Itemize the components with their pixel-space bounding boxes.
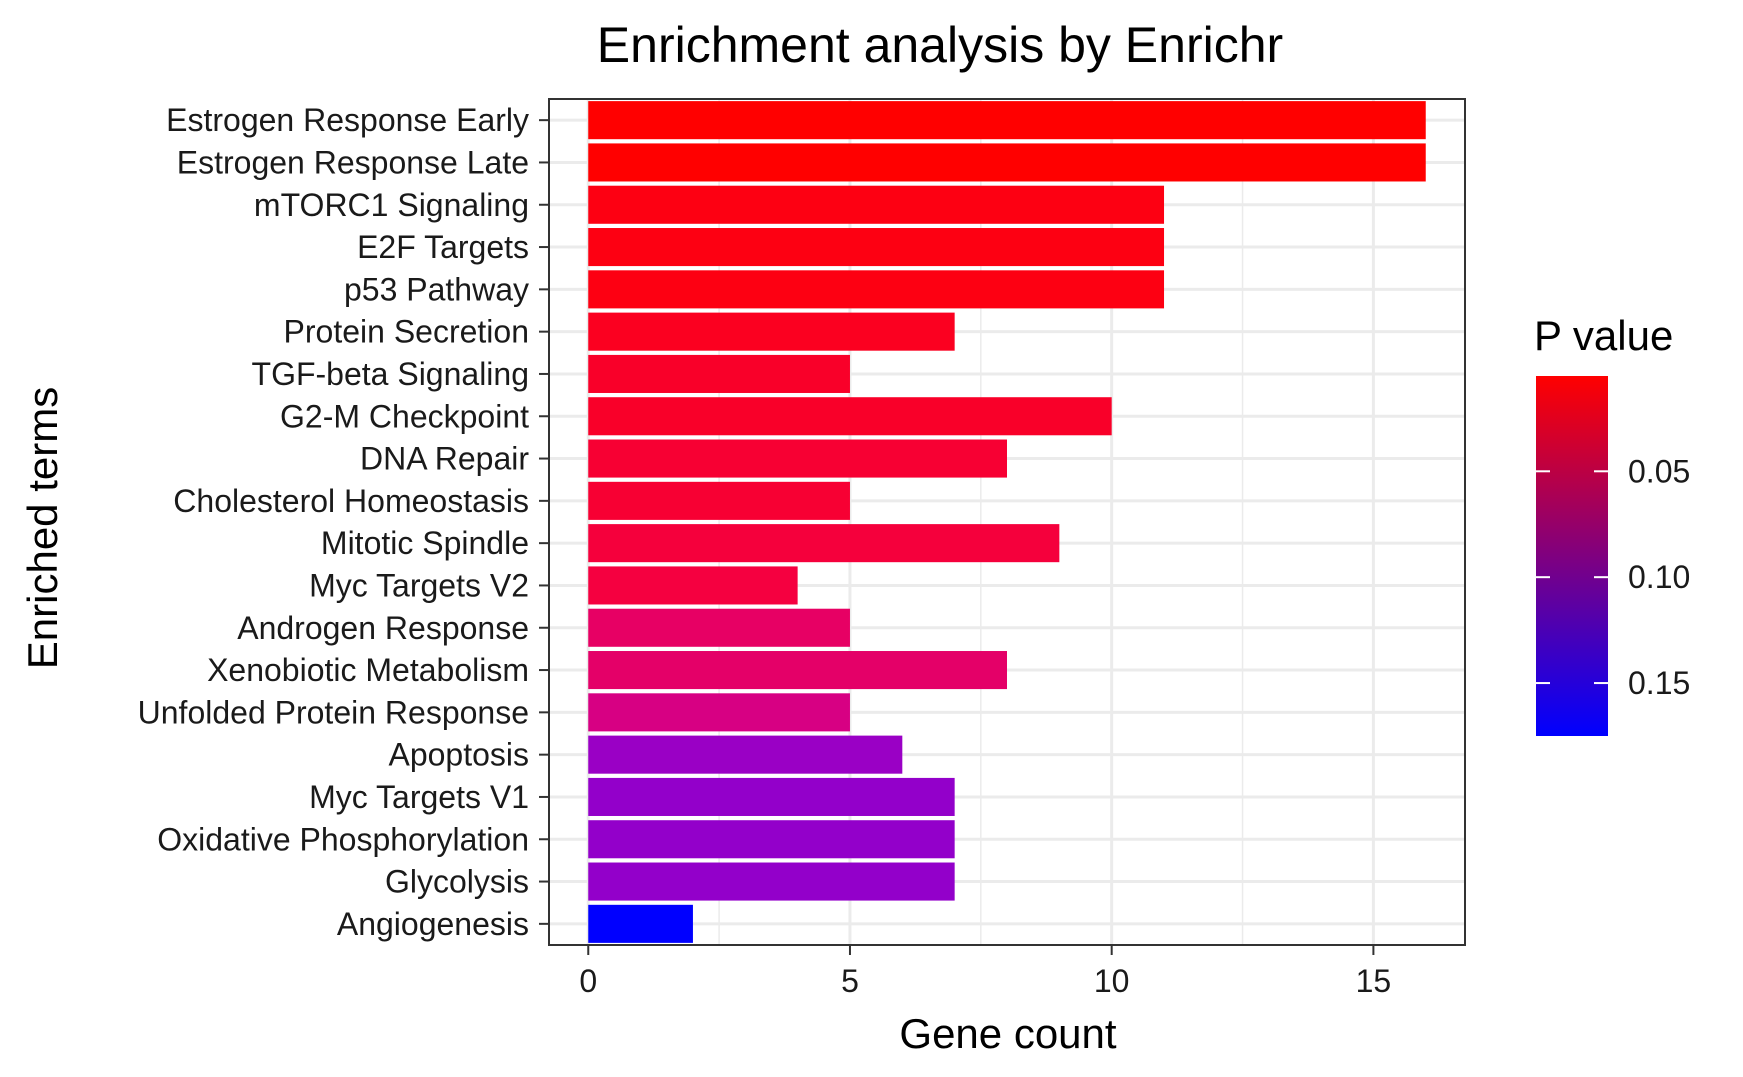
y-tick-label: Mitotic Spindle	[321, 525, 529, 561]
bar	[588, 820, 955, 859]
plot-panel	[548, 98, 1466, 946]
y-tick-label: Xenobiotic Metabolism	[207, 652, 529, 688]
y-tick-label: E2F Targets	[357, 229, 529, 265]
x-tick-label: 10	[1094, 963, 1130, 999]
bar	[588, 143, 1426, 182]
bar	[588, 777, 955, 816]
legend-tick-label: 0.15	[1628, 665, 1690, 701]
bar	[588, 735, 903, 774]
bar	[588, 354, 850, 393]
legend-colorbar	[1536, 376, 1608, 736]
y-tick-label: Cholesterol Homeostasis	[173, 483, 529, 519]
y-tick-label: Estrogen Response Early	[166, 102, 529, 138]
x-axis-label: Gene count	[899, 1010, 1116, 1057]
y-tick-label: G2-M Checkpoint	[280, 398, 529, 434]
panel-border	[548, 98, 1466, 946]
bar	[588, 270, 1165, 309]
bar	[588, 862, 955, 901]
y-tick-label: Angiogenesis	[337, 906, 529, 942]
legend-tick-label: 0.10	[1628, 559, 1690, 595]
x-axis: 0 5 10 15	[579, 945, 1391, 999]
y-tick-label: mTORC1 Signaling	[254, 187, 529, 223]
bar	[588, 524, 1060, 563]
bar	[588, 608, 850, 647]
x-tick-label: 5	[841, 963, 859, 999]
y-axis-label: Enriched terms	[19, 387, 66, 669]
bar	[588, 481, 850, 520]
y-tick-label: Myc Targets V2	[309, 567, 529, 603]
y-tick-label: TGF-beta Signaling	[252, 356, 529, 392]
bar	[588, 693, 850, 732]
bar	[588, 228, 1165, 267]
x-tick-label: 0	[579, 963, 597, 999]
y-tick-label: Androgen Response	[237, 610, 529, 646]
x-tick-label: 15	[1356, 963, 1392, 999]
bar	[588, 651, 1007, 690]
y-tick-label: Oxidative Phosphorylation	[157, 821, 529, 857]
chart-title: Enrichment analysis by Enrichr	[597, 17, 1283, 73]
bar	[588, 185, 1165, 224]
y-tick-label: Glycolysis	[385, 864, 529, 900]
bars	[588, 101, 1426, 943]
y-tick-label: p53 Pathway	[344, 271, 529, 307]
y-tick-label: Apoptosis	[388, 737, 529, 773]
bar	[588, 101, 1426, 140]
y-axis: Estrogen Response Early Estrogen Response…	[138, 102, 549, 942]
bar	[588, 904, 693, 943]
y-tick-label: Unfolded Protein Response	[138, 694, 529, 730]
y-tick-label: DNA Repair	[360, 441, 529, 477]
legend-title: P value	[1534, 312, 1673, 359]
legend-ticks: 0.05 0.10 0.15	[1536, 453, 1690, 701]
y-tick-label: Protein Secretion	[284, 314, 529, 350]
bar	[588, 397, 1112, 436]
legend: P value 0.05 0.10 0.15	[1534, 312, 1690, 736]
legend-tick-label: 0.05	[1628, 453, 1690, 489]
bar	[588, 312, 955, 351]
y-tick-label: Myc Targets V1	[309, 779, 529, 815]
bar	[588, 566, 798, 605]
bar	[588, 439, 1007, 478]
y-tick-label: Estrogen Response Late	[177, 144, 529, 180]
